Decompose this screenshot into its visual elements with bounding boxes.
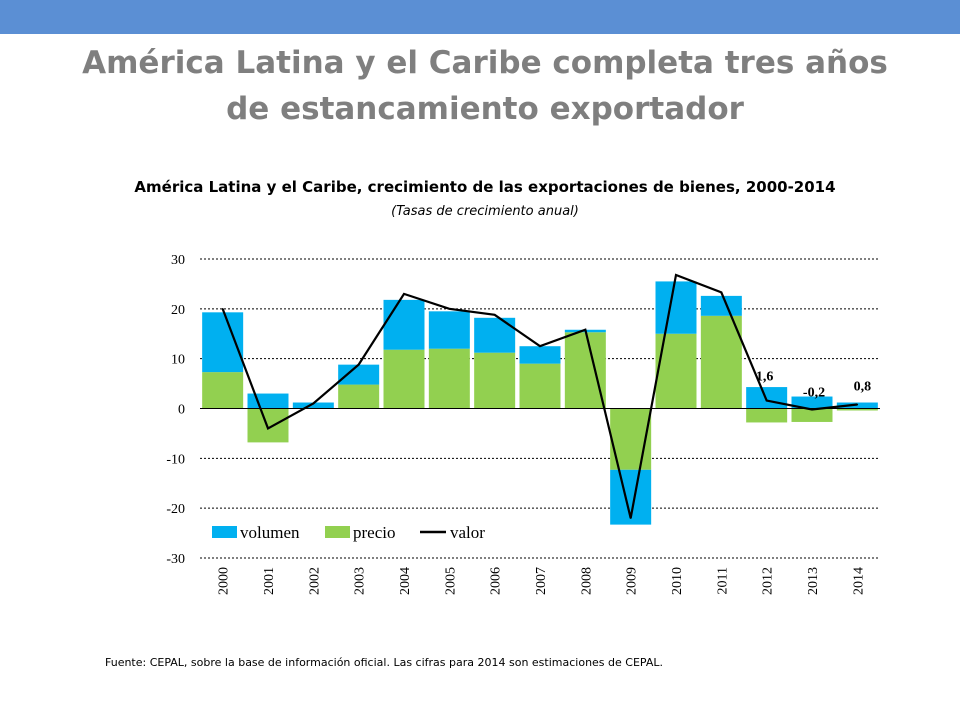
legend-label-precio: precio [353, 523, 395, 542]
bar-volumen-2010 [655, 281, 697, 334]
bar-precio-2012 [746, 408, 788, 423]
valor-point-2001 [267, 427, 269, 430]
y-tick-label: 10 [171, 353, 185, 368]
gridlines [200, 258, 880, 559]
legend-swatch-volumen [212, 526, 237, 538]
y-tick-label: -20 [166, 502, 185, 517]
x-tick-label-2010: 2010 [670, 567, 685, 595]
x-tick-label-2003: 2003 [353, 567, 368, 595]
bar-precio-2000 [202, 372, 244, 409]
y-tick-label: -30 [166, 552, 185, 567]
bar-precio-2006 [474, 352, 516, 409]
valor-point-2007 [539, 345, 541, 348]
x-tick-label-2009: 2009 [625, 567, 640, 595]
valor-point-2005 [448, 308, 451, 310]
chart-title: América Latina y el Caribe, crecimiento … [134, 178, 836, 196]
y-tick-label: 0 [178, 403, 185, 418]
bars [202, 281, 878, 525]
bar-volumen-2002 [292, 402, 334, 409]
valor-point-2004 [403, 293, 405, 295]
bar-precio-2014 [836, 408, 878, 411]
x-tick-label-2014: 2014 [851, 567, 866, 595]
bar-precio-2013 [791, 408, 833, 422]
x-tick-label-2004: 2004 [398, 567, 413, 595]
x-tick-label-2006: 2006 [489, 567, 504, 595]
valor-line-layer [221, 273, 859, 519]
legend-swatch-precio [325, 526, 350, 538]
valor-point-2013 [811, 408, 813, 411]
bar-volumen-2000 [202, 312, 244, 373]
x-tick-label-2002: 2002 [307, 567, 322, 595]
source-note: Fuente: CEPAL, sobre la base de informac… [105, 656, 663, 669]
legend-label-volumen: volumen [240, 523, 300, 542]
valor-point-2000 [221, 308, 224, 310]
bar-precio-2004 [383, 349, 425, 409]
valor-point-2003 [357, 363, 360, 366]
data-label-2013: -0,2 [803, 385, 825, 400]
valor-point-2008 [584, 328, 587, 331]
bar-precio-2008 [564, 332, 606, 409]
bar-volumen-2007 [519, 346, 561, 364]
legend-label-valor: valor [450, 523, 485, 542]
x-tick-labels: 2000 2001 2002 2003 2004 2005 2006 2007 2008 2009… [217, 567, 867, 595]
valor-point-2010 [675, 274, 677, 276]
header-bar [0, 0, 960, 34]
y-tick-label: 20 [171, 303, 185, 318]
bar-volumen-2006 [474, 317, 516, 353]
x-tick-label-2001: 2001 [262, 567, 277, 595]
bar-precio-2005 [428, 348, 470, 409]
legend: volumen precio valor [212, 523, 485, 542]
valor-point-2009 [629, 517, 632, 519]
valor-point-2014 [856, 403, 859, 406]
y-tick-labels: 30 20 10 0 -10 -20 -30 [166, 253, 185, 567]
x-tick-label-2000: 2000 [217, 567, 232, 595]
bar-volumen-2011 [700, 295, 742, 316]
bar-precio-2003 [338, 384, 380, 409]
x-tick-label-2007: 2007 [534, 567, 549, 595]
bar-precio-2007 [519, 363, 561, 409]
y-tick-label: 30 [171, 253, 185, 268]
x-tick-label-2008: 2008 [579, 567, 594, 595]
chart-subtitle: (Tasas de crecimiento anual) [391, 204, 579, 219]
valor-point-2006 [493, 314, 496, 316]
valor-point-2011 [720, 291, 723, 294]
x-tick-label-2011: 2011 [715, 567, 730, 594]
bar-volumen-2004 [383, 299, 425, 350]
data-label-2012: 1,6 [756, 370, 774, 385]
data-labels: 1,6 -0,2 0,8 [756, 370, 871, 401]
bar-volumen-2001 [247, 393, 289, 409]
slide-title: América Latina y el Caribe completa tres… [82, 45, 888, 127]
bar-precio-2011 [700, 315, 742, 409]
y-tick-label: -10 [166, 452, 185, 467]
x-tick-label-2012: 2012 [761, 567, 776, 595]
bar-precio-2010 [655, 333, 697, 409]
valor-point-2002 [312, 402, 315, 405]
valor-point-2012 [765, 399, 768, 402]
x-tick-label-2013: 2013 [806, 567, 821, 595]
x-tick-label-2005: 2005 [443, 567, 458, 595]
data-label-2014: 0,8 [854, 380, 872, 395]
bar-volumen-2003 [338, 364, 380, 385]
bar-volumen-2005 [428, 311, 470, 349]
bar-volumen-2013 [791, 396, 833, 409]
